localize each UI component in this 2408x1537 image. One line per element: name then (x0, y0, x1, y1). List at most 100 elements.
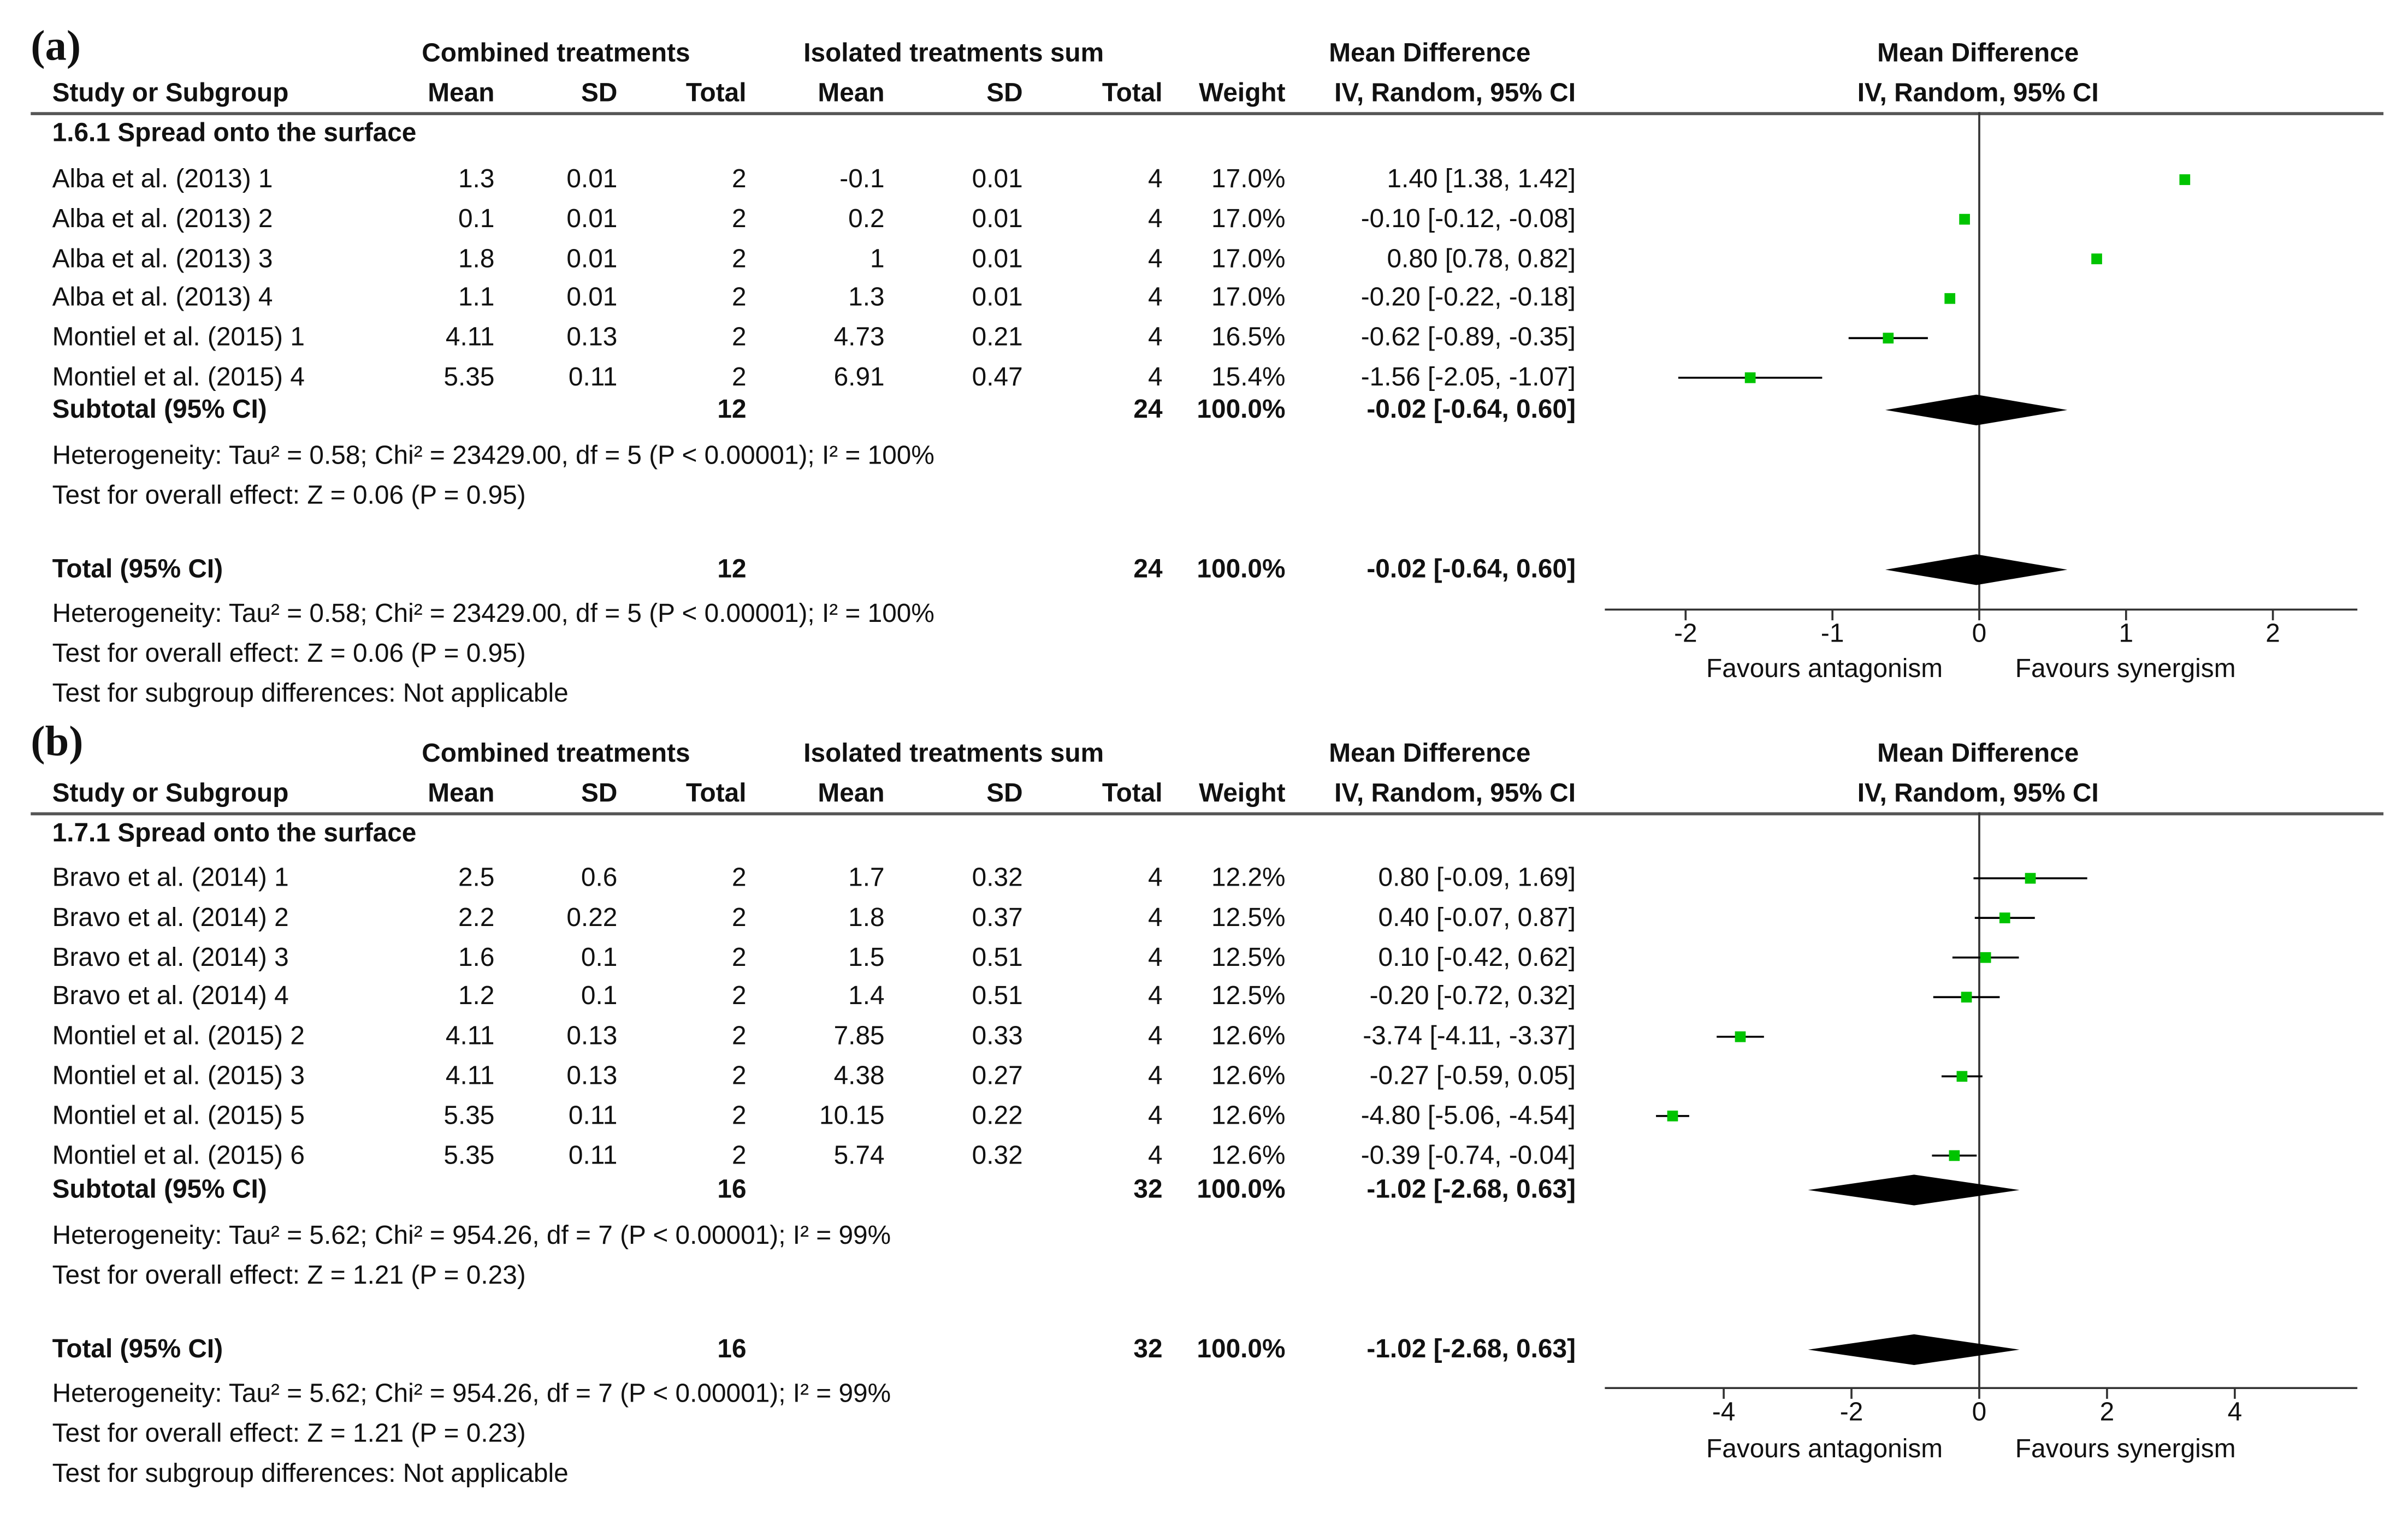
study-weight: 12.6% (1211, 1140, 1286, 1170)
subtotal-heterogeneity: Heterogeneity: Tau² = 5.62; Chi² = 954.2… (52, 1220, 891, 1250)
header-combined: Combined treatments (422, 738, 690, 768)
header-combined-total: Total (685, 778, 747, 808)
isolated-mean: 4.38 (833, 1061, 885, 1090)
combined-sd: 0.1 (581, 982, 618, 1011)
combined-sd: 0.13 (566, 1061, 618, 1090)
study-weight: 17.0% (1211, 283, 1286, 312)
x-tick-label: -2 (1674, 619, 1697, 648)
isolated-mean: 0.2 (848, 204, 885, 233)
x-tick-label: -2 (1840, 1397, 1863, 1426)
study-weight: 17.0% (1211, 164, 1286, 194)
isolated-mean: 1 (870, 243, 885, 273)
isolated-mean: 6.91 (833, 362, 885, 392)
mean-difference-ci: -0.39 [-0.74, -0.04] (1360, 1140, 1576, 1170)
x-tick-label: 2 (2100, 1397, 2115, 1426)
isolated-mean: 4.73 (833, 323, 885, 352)
isolated-total: 4 (1147, 1140, 1163, 1170)
header-combined-sd: SD (581, 78, 618, 108)
mean-difference-ci: -0.62 [-0.89, -0.35] (1360, 323, 1576, 352)
favours-left-label: Favours antagonism (1706, 654, 1943, 683)
subtotal-diamond (1808, 1174, 2020, 1206)
combined-total: 2 (731, 1021, 747, 1051)
x-tick-label: 0 (1972, 619, 1987, 648)
study-name: Montiel et al. (2015) 6 (52, 1140, 305, 1170)
study-name: Bravo et al. (2014) 3 (52, 942, 289, 971)
combined-sd: 0.1 (581, 942, 618, 971)
isolated-mean: 1.5 (848, 942, 885, 971)
isolated-sd: 0.01 (972, 243, 1023, 273)
subtotal-overall-effect: Test for overall effect: Z = 1.21 (P = 0… (52, 1260, 526, 1290)
header-isolated-sd: SD (986, 78, 1023, 108)
combined-mean: 1.3 (458, 164, 495, 194)
point-estimate (1667, 1111, 1678, 1121)
point-estimate (1956, 1071, 1968, 1082)
isolated-sd: 0.01 (972, 164, 1023, 194)
mean-difference-ci: -3.74 [-4.11, -3.37] (1363, 1021, 1576, 1051)
header-mean-difference-plot: Mean Difference (1877, 38, 2079, 68)
study-name: Montiel et al. (2015) 2 (52, 1021, 305, 1051)
isolated-sd: 0.27 (972, 1061, 1023, 1090)
study-weight: 12.6% (1211, 1021, 1286, 1051)
combined-total: 2 (731, 362, 747, 392)
favours-right-label: Favours synergism (2015, 654, 2236, 683)
isolated-total: 4 (1147, 164, 1163, 194)
combined-mean: 1.8 (458, 243, 495, 273)
total-label: Total (95% CI) (52, 554, 223, 584)
subtotal-weight: 100.0% (1197, 394, 1286, 424)
point-estimate (1999, 912, 2010, 923)
total-overall-effect: Test for overall effect: Z = 0.06 (P = 0… (52, 638, 526, 668)
isolated-sd: 0.51 (972, 942, 1023, 971)
x-tick-label: 1 (2119, 619, 2133, 648)
combined-sd: 0.01 (566, 204, 618, 233)
combined-mean: 4.11 (445, 1061, 495, 1090)
isolated-total: 4 (1147, 323, 1163, 352)
combined-sd: 0.11 (568, 362, 618, 392)
total-ci: -1.02 [-2.68, 0.63] (1366, 1334, 1576, 1364)
isolated-sd: 0.22 (972, 1100, 1023, 1130)
study-weight: 17.0% (1211, 204, 1286, 233)
header-study: Study or Subgroup (52, 778, 289, 808)
mean-difference-ci: -0.20 [-0.72, 0.32] (1369, 982, 1576, 1011)
isolated-sd: 0.01 (972, 283, 1023, 312)
mean-difference-ci: 0.40 [-0.07, 0.87] (1378, 903, 1576, 932)
study-weight: 12.5% (1211, 903, 1286, 932)
study-name: Alba et al. (2013) 3 (52, 243, 273, 273)
header-mean-difference: Mean Difference (1329, 38, 1531, 68)
header-mean-difference: Mean Difference (1329, 738, 1531, 768)
combined-mean: 4.11 (445, 323, 495, 352)
subgroup-differences: Test for subgroup differences: Not appli… (52, 1458, 569, 1488)
isolated-mean: 1.8 (848, 903, 885, 932)
header-rule (31, 812, 2384, 816)
study-name: Bravo et al. (2014) 4 (52, 982, 289, 1011)
subtotal-heterogeneity: Heterogeneity: Tau² = 0.58; Chi² = 23429… (52, 441, 934, 470)
header-combined-mean: Mean (428, 778, 495, 808)
combined-mean: 5.35 (443, 362, 495, 392)
combined-sd: 0.6 (581, 863, 618, 892)
header-method-plot: IV, Random, 95% CI (1857, 778, 2099, 808)
favours-right-label: Favours synergism (2015, 1434, 2236, 1463)
point-estimate (1735, 1031, 1746, 1042)
subtotal-isolated-total: 24 (1133, 394, 1163, 424)
subtotal-ci: -1.02 [-2.68, 0.63] (1366, 1174, 1576, 1204)
combined-mean: 1.2 (458, 982, 495, 1011)
point-estimate (2179, 174, 2191, 185)
header-weight: Weight (1199, 778, 1286, 808)
header-isolated: Isolated treatments sum (803, 38, 1104, 68)
study-name: Bravo et al. (2014) 1 (52, 863, 289, 892)
mean-difference-ci: 0.80 [-0.09, 1.69] (1378, 863, 1576, 892)
total-weight: 100.0% (1197, 1334, 1286, 1364)
study-weight: 16.5% (1211, 323, 1286, 352)
combined-total: 2 (731, 1100, 747, 1130)
header-combined-sd: SD (581, 778, 618, 808)
header-isolated-mean: Mean (818, 778, 885, 808)
total-diamond (1885, 554, 2068, 585)
study-weight: 17.0% (1211, 243, 1286, 273)
isolated-total: 4 (1147, 283, 1163, 312)
header-method: IV, Random, 95% CI (1334, 78, 1576, 108)
combined-total: 2 (731, 283, 747, 312)
study-weight: 12.6% (1211, 1061, 1286, 1090)
total-combined-total: 16 (717, 1334, 747, 1364)
isolated-sd: 0.33 (972, 1021, 1023, 1051)
x-tick-label: 2 (2265, 619, 2280, 648)
